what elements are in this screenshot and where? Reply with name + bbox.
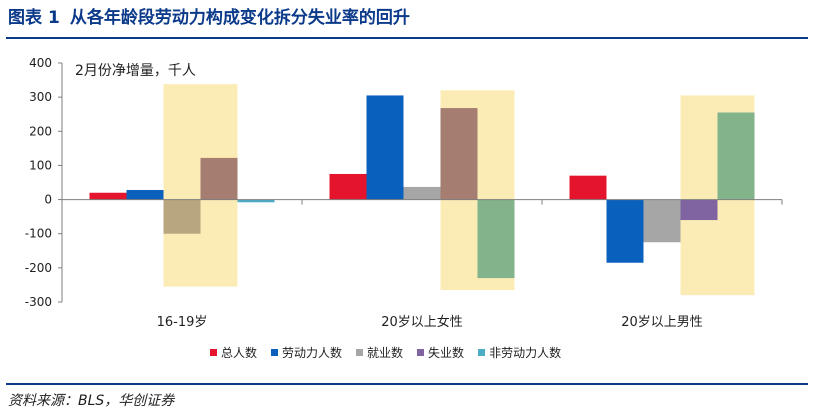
y-tick-label: 300: [29, 90, 52, 104]
bar-4-0: [237, 199, 275, 203]
chart-annotation: 2月份净增量，千人: [75, 63, 196, 79]
figure-label: 图表: [8, 8, 42, 28]
footer-divider: [6, 383, 808, 385]
legend-swatch: [210, 349, 217, 356]
legend-label: 劳动力人数: [282, 346, 343, 360]
legend-label: 失业数: [428, 346, 465, 360]
legend-item: 失业数: [417, 344, 464, 361]
bar-2-2: [643, 199, 681, 243]
y-tick-label: -200: [25, 261, 52, 275]
legend-label: 就业数: [367, 346, 404, 360]
legend-item: 劳动力人数: [271, 344, 342, 361]
y-tick-label: 100: [29, 158, 52, 172]
bar-2-0: [163, 199, 201, 234]
source-note: 资料来源：BLS，华创证券: [8, 393, 175, 409]
figure-title: 图表 1 从各年龄段劳动力构成变化拆分失业率的回升: [8, 6, 410, 30]
bar-0-1: [329, 173, 367, 200]
category-label: 20岁以上男性: [621, 315, 703, 330]
legend-swatch: [417, 349, 425, 356]
figure-title-text: 从各年龄段劳动力构成变化拆分失业率的回升: [69, 8, 410, 28]
legend-item: 非劳动力人数: [478, 344, 561, 361]
legend-swatch: [356, 349, 364, 356]
bar-4-2: [717, 112, 755, 200]
axes: -300 -200 -100 0 100 200 300 400 16-19岁 20岁以上女性 20…: [25, 56, 783, 330]
bar-3-2: [680, 199, 718, 221]
title-divider: [6, 37, 808, 39]
category-label: 20岁以上女性: [381, 314, 463, 330]
bar-1-2: [606, 199, 644, 263]
bar-0-2: [569, 175, 607, 200]
legend-item: 就业数: [356, 344, 403, 361]
y-tick-label: 0: [44, 193, 52, 207]
legend-label: 非劳动力人数: [489, 346, 562, 360]
bar-3-1: [440, 108, 478, 200]
legend-label: 总人数: [221, 346, 258, 360]
legend-swatch: [478, 349, 486, 356]
y-tick-label: -300: [25, 295, 52, 309]
figure-number: 1: [48, 8, 60, 28]
chart-legend: 总人数 劳动力人数 就业数 失业数 非劳动力人数: [210, 344, 561, 361]
y-tick-label: 400: [29, 56, 52, 70]
bar-4-1: [477, 199, 515, 279]
legend-swatch: [271, 349, 279, 356]
bar-3-0: [200, 157, 238, 200]
bar-0-0: [89, 192, 127, 200]
bar-1-1: [366, 95, 404, 200]
category-label: 16-19岁: [157, 315, 208, 330]
y-tick-label: -100: [25, 227, 52, 241]
bar-1-0: [126, 190, 164, 200]
y-tick-label: 200: [29, 124, 52, 138]
bar-2-1: [403, 186, 441, 200]
bars: [89, 95, 755, 279]
bar-chart: -300 -200 -100 0 100 200 300 400 16-19岁 20岁以上女性 20…: [25, 56, 783, 330]
legend-item: 总人数: [210, 344, 257, 361]
